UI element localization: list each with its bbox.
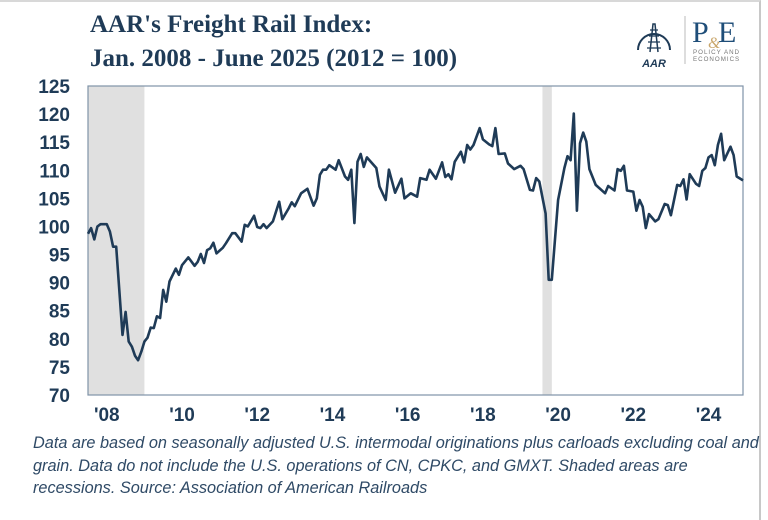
x-tick-label: '12 [244,405,270,426]
x-tick-label: '20 [545,405,571,426]
y-tick-label: 125 [38,77,70,98]
freight-index-line [86,112,744,362]
y-tick-label: 100 [38,217,70,238]
y-tick-label: 85 [49,302,71,323]
y-tick-label: 95 [49,246,71,267]
y-tick-label: 80 [49,330,70,351]
svg-text:AAR: AAR [641,58,666,70]
aar-rail-icon [637,23,671,53]
svg-text:ECONOMICS: ECONOMICS [693,56,740,63]
y-tick-label: 90 [49,274,70,295]
x-tick-label: '08 [94,405,120,426]
y-tick-label: 75 [49,358,71,379]
svg-text:&: & [708,35,721,52]
y-tick-label: 110 [39,161,70,182]
x-tick-label: '14 [320,405,346,426]
x-tick-label: '22 [620,405,646,426]
svg-text:E: E [718,16,736,49]
plot-area-border [87,85,744,396]
y-tick-label: 105 [38,189,70,210]
title-line-2: Jan. 2008 - June 2025 (2012 = 100) [90,45,458,72]
x-tick-label: '16 [395,405,421,426]
x-tick-label: '24 [696,405,722,426]
x-axis: '08 '10 '12 '14 '16 '18 '20 '22 '24 [94,405,722,426]
y-tick-label: 120 [38,105,70,126]
svg-text:P: P [692,16,709,49]
x-tick-label: '18 [470,405,496,426]
x-tick-label: '10 [169,405,195,426]
recession-band [88,86,145,395]
y-tick-label: 70 [49,386,70,407]
freight-rail-index-chart: 70 75 80 85 90 95 100 105 110 115 120 125 '08 '10 '12… [38,77,744,426]
footnote: Data are based on seasonally adjusted U.… [33,434,759,497]
chart-title: AAR's Freight Rail Index: Jan. 2008 - Ju… [90,8,457,76]
y-tick-label: 115 [39,133,70,154]
svg-text:POLICY AND: POLICY AND [693,49,740,56]
y-axis: 70 75 80 85 90 95 100 105 110 115 120 125 [38,77,70,407]
title-line-1: AAR's Freight Rail Index: [90,11,373,38]
aar-pe-logo: AAR P & E POLICY AND ECONOMICS [637,16,740,70]
